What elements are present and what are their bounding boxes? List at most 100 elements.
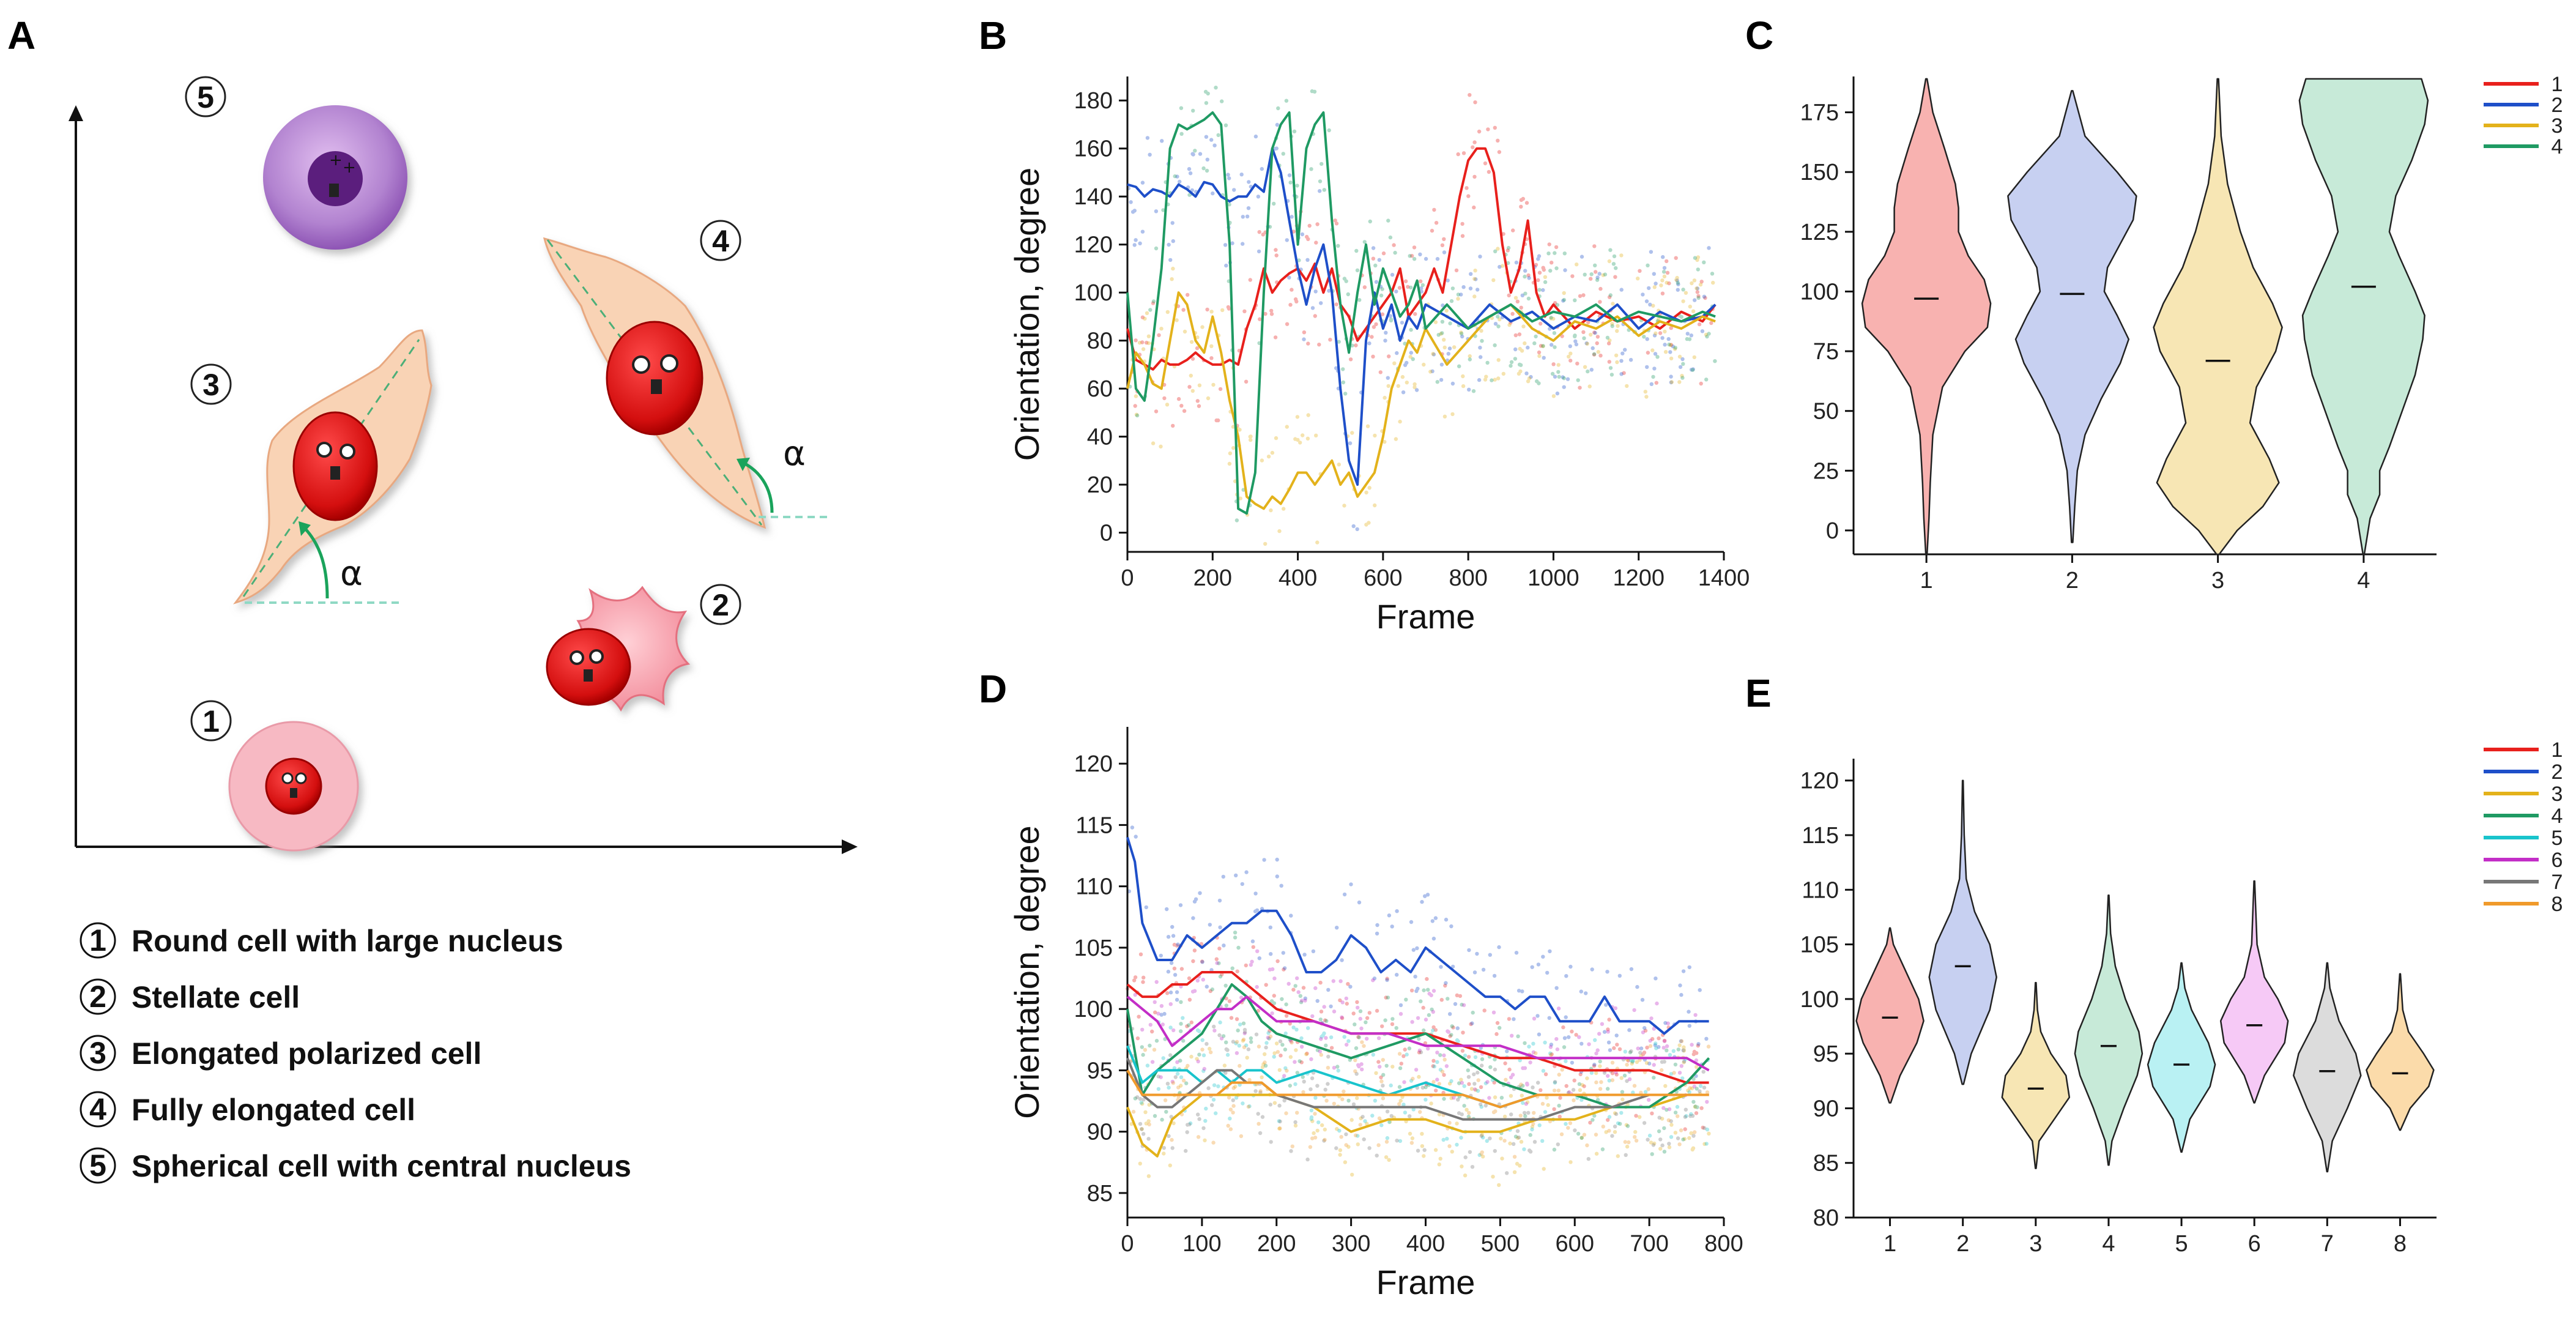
scatter-point: [1598, 354, 1603, 358]
scatter-point: [1439, 362, 1444, 367]
scatter-point: [1497, 150, 1502, 154]
scatter-point: [1498, 1025, 1502, 1030]
scatter-point: [1150, 1060, 1155, 1064]
scatter-point: [1191, 959, 1195, 964]
scatter-point: [1595, 275, 1600, 280]
scatter-point: [1442, 1096, 1446, 1101]
scatter-point: [1472, 294, 1477, 299]
scatter-point: [1266, 1035, 1270, 1040]
panel-label-b: B: [979, 13, 1007, 58]
cell-1-round: 1: [190, 700, 359, 852]
scatter-point: [1371, 978, 1375, 983]
scatter-point: [1140, 1045, 1145, 1049]
scatter-point: [1350, 1172, 1354, 1177]
scatter-point: [1663, 350, 1668, 354]
scatter-point: [1516, 371, 1521, 376]
scatter-point: [1306, 341, 1310, 346]
scatter-point: [1518, 363, 1523, 367]
scatter-point: [1193, 149, 1197, 153]
scatter-point: [1480, 1057, 1485, 1062]
scatter-point: [1295, 976, 1299, 981]
scatter-point: [1264, 983, 1268, 987]
scatter-point: [1339, 1135, 1343, 1139]
scatter-point: [1389, 1114, 1394, 1118]
scatter-point: [1314, 433, 1318, 437]
scatter-point: [1285, 322, 1290, 326]
scatter-point: [1634, 1114, 1638, 1118]
scatter-point: [1269, 952, 1273, 956]
scatter-point: [1187, 976, 1192, 981]
scatter-point: [1129, 200, 1133, 204]
scatter-point: [1272, 201, 1276, 206]
scatter-point: [1364, 523, 1368, 527]
scatter-point: [1313, 289, 1318, 294]
scatter-point: [1491, 1110, 1496, 1115]
scatter-point: [1502, 1114, 1507, 1119]
scatter-point: [1380, 1024, 1384, 1028]
scatter-point: [1256, 1121, 1261, 1126]
scatter-point: [1507, 1017, 1512, 1021]
scatter-point: [1502, 1139, 1507, 1143]
scatter-point: [1257, 230, 1261, 234]
scatter-point: [1548, 949, 1552, 954]
scatter-point: [1267, 1036, 1271, 1041]
scatter-point: [1480, 1063, 1484, 1068]
scatter-point: [1508, 1141, 1512, 1146]
scatter-point: [1484, 374, 1488, 379]
scatter-point: [1171, 934, 1176, 938]
scatter-point: [1163, 1098, 1168, 1103]
scatter-point: [1244, 963, 1249, 968]
scatter-point: [1242, 1031, 1247, 1036]
scatter-point: [1370, 335, 1374, 339]
scatter-point: [1133, 975, 1138, 980]
scatter-point: [1333, 218, 1337, 223]
scatter-point: [1608, 1048, 1613, 1052]
scatter-point: [1135, 413, 1140, 418]
scatter-point: [1401, 1103, 1406, 1107]
scatter-point: [1390, 1022, 1395, 1027]
scatter-point: [1344, 1132, 1348, 1137]
scatter-point: [1662, 1060, 1666, 1064]
scatter-point: [1447, 1121, 1452, 1125]
scatter-point: [1539, 321, 1543, 326]
scatter-point: [1466, 1068, 1470, 1073]
scatter-point: [1440, 331, 1444, 335]
scatter-point: [1148, 1022, 1153, 1027]
scatter-point: [1342, 277, 1347, 281]
scatter-point: [1268, 1103, 1272, 1107]
scatter-point: [1527, 1044, 1531, 1049]
scatter-point: [1270, 1011, 1274, 1016]
scatter-point: [1493, 1095, 1498, 1099]
y-axis-title: Orientation, degree: [1008, 168, 1046, 461]
scatter-point: [1620, 1090, 1625, 1094]
legend-label: 5: [2552, 827, 2563, 850]
scatter-point: [1351, 524, 1356, 529]
scatter-point: [1170, 1079, 1175, 1084]
scatter-point: [1592, 244, 1597, 248]
scatter-point: [1681, 288, 1685, 292]
scatter-point: [1687, 1010, 1691, 1014]
scatter-point: [1704, 1142, 1709, 1146]
scatter-point: [1247, 1077, 1252, 1082]
scatter-point: [1195, 399, 1200, 403]
scatter-point: [1672, 1071, 1676, 1075]
scatter-point: [1697, 322, 1702, 327]
scatter-point: [1662, 1038, 1667, 1043]
scatter-point: [1376, 1036, 1381, 1041]
scatter-point: [1140, 1127, 1144, 1131]
x-tick-label: 5: [2175, 1231, 2188, 1257]
series-line-1: [1126, 147, 1717, 371]
scatter-point: [1211, 1098, 1216, 1102]
scatter-point: [1336, 244, 1340, 248]
scatter-point: [1696, 1043, 1700, 1048]
scatter-point: [1434, 221, 1439, 225]
scatter-point: [1587, 384, 1592, 389]
scatter-point: [1696, 255, 1701, 259]
scatter-point: [1160, 1117, 1164, 1122]
scatter-point: [1514, 260, 1519, 265]
scatter-point: [1520, 989, 1524, 994]
scatter-point: [1453, 1002, 1458, 1006]
scatter-point: [1475, 1070, 1480, 1075]
scatter-point: [1222, 943, 1226, 948]
scatter-point: [1335, 926, 1339, 930]
